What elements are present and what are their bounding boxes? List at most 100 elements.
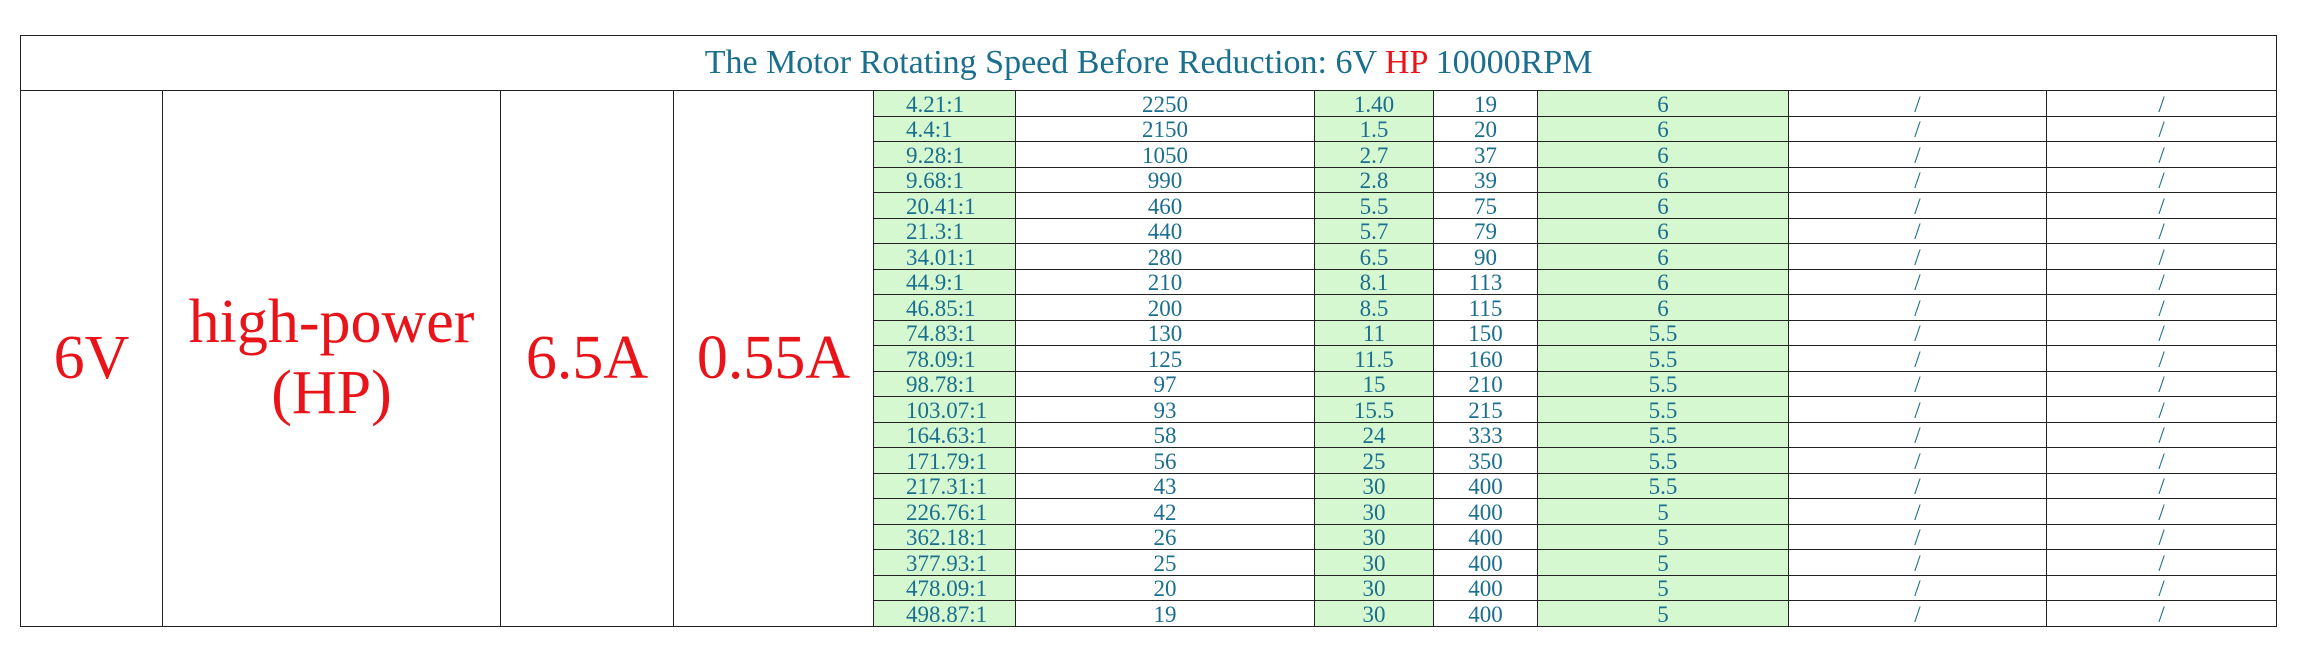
motor-type-line: high-power (188, 287, 475, 356)
table-cell: 21.3:1 (873, 217, 1016, 244)
table-cell: 400 (1433, 574, 1538, 601)
table-cell: / (2045, 115, 2278, 142)
table-cell: 19 (1433, 90, 1538, 117)
table-cell: / (2045, 523, 2278, 550)
table-cell: 8.1 (1314, 268, 1434, 295)
table-cell: / (1788, 574, 2047, 601)
table-cell: / (2045, 549, 2278, 576)
table-cell: / (1788, 600, 2047, 627)
table-cell: / (2045, 370, 2278, 397)
data-row: 164.63:1 58 24 333 5.5// (21, 421, 2278, 448)
title-text: 10000RPM (1427, 44, 1593, 81)
table-cell: 362.18:1 (873, 523, 1016, 550)
table-cell: 20 (1015, 574, 1315, 601)
table-cell: 43 (1015, 472, 1315, 499)
table-cell: 6 (1537, 217, 1789, 244)
table-cell: 58 (1015, 421, 1315, 448)
table-cell: 74.83:1 (873, 319, 1016, 346)
data-row: 98.78:1 97 15 210 5.5// (21, 370, 2278, 397)
table-cell: 5.5 (1537, 370, 1789, 397)
table-cell: 25 (1015, 549, 1315, 576)
table-cell: 103.07:1 (873, 396, 1016, 423)
data-row: 498.87:1 19 30 400 5// (21, 600, 2278, 627)
data-row: 4.4:1 2150 1.5 20 6// (21, 115, 2278, 142)
title: The Motor Rotating Speed Before Reductio… (19, 35, 2278, 91)
table-cell: 200 (1015, 294, 1315, 321)
table-cell: / (1788, 345, 2047, 372)
table-cell: 5.5 (1537, 345, 1789, 372)
table-cell: 98.78:1 (873, 370, 1016, 397)
table-cell: 5 (1537, 600, 1789, 627)
table-cell: 5 (1537, 498, 1789, 525)
table-cell: 19 (1015, 600, 1315, 627)
table-cell: / (2045, 166, 2278, 193)
data-row: 74.83:1 130 11 150 5.5// (21, 319, 2278, 346)
table-cell: / (1788, 115, 2047, 142)
table-cell: / (2045, 600, 2278, 627)
data-row: 478.09:1 20 30 400 5// (21, 574, 2278, 601)
table-cell: / (1788, 243, 2047, 270)
data-row: 20.41:1 460 5.5 75 6// (21, 192, 2278, 219)
table-cell: 30 (1314, 549, 1434, 576)
table-cell: 150 (1433, 319, 1538, 346)
table-cell: 2.8 (1314, 166, 1434, 193)
table-cell: 15 (1314, 370, 1434, 397)
table-cell: 400 (1433, 523, 1538, 550)
table-cell: / (1788, 294, 2047, 321)
table-cell: 6 (1537, 243, 1789, 270)
table-cell: 30 (1314, 600, 1434, 627)
table-cell: 5.7 (1314, 217, 1434, 244)
table-cell: 130 (1015, 319, 1315, 346)
table-cell: 6 (1537, 268, 1789, 295)
table-cell: 46.85:1 (873, 294, 1016, 321)
table-cell: 20.41:1 (873, 192, 1016, 219)
table-cell: 42 (1015, 498, 1315, 525)
table-cell: / (1788, 217, 2047, 244)
table-cell: 78.09:1 (873, 345, 1016, 372)
table-cell: / (1788, 192, 2047, 219)
table-cell: / (2045, 268, 2278, 295)
table-cell: 79 (1433, 217, 1538, 244)
table-cell: 210 (1015, 268, 1315, 295)
table-cell: 215 (1433, 396, 1538, 423)
table-cell: 498.87:1 (873, 600, 1016, 627)
table-cell: 30 (1314, 523, 1434, 550)
table-cell: 30 (1314, 472, 1434, 499)
table-cell: 5 (1537, 574, 1789, 601)
table-cell: 34.01:1 (873, 243, 1016, 270)
table-cell: 6 (1537, 192, 1789, 219)
data-row: 217.31:1 43 30 400 5.5// (21, 472, 2278, 499)
table-cell: 6 (1537, 115, 1789, 142)
table-cell: / (2045, 141, 2278, 168)
data-row: 226.76:1 42 30 400 5// (21, 498, 2278, 525)
table-body: The Motor Rotating Speed Before Reductio… (19, 35, 2278, 627)
table-cell: 478.09:1 (873, 574, 1016, 601)
table-cell: / (1788, 523, 2047, 550)
table-cell: / (1788, 396, 2047, 423)
table-cell: / (2045, 421, 2278, 448)
table-cell: / (1788, 319, 2047, 346)
table-cell: 990 (1015, 166, 1315, 193)
table-cell: / (2045, 345, 2278, 372)
table-cell: 5.5 (1537, 319, 1789, 346)
data-row: 9.28:1 1050 2.7 37 6// (21, 141, 2278, 168)
data-row: 103.07:1 93 15.5 215 5.5// (21, 396, 2278, 423)
table-cell: / (1788, 141, 2047, 168)
table-cell: / (2045, 498, 2278, 525)
table-cell: 226.76:1 (873, 498, 1016, 525)
table-cell: 400 (1433, 498, 1538, 525)
table-cell: / (2045, 243, 2278, 270)
table-cell: 6 (1537, 90, 1789, 117)
table-cell: 460 (1015, 192, 1315, 219)
table-cell: 440 (1015, 217, 1315, 244)
table-cell: 97 (1015, 370, 1315, 397)
table-cell: 2.7 (1314, 141, 1434, 168)
table-cell: / (1788, 498, 2047, 525)
data-row: 78.09:1 125 11.5 160 5.5// (21, 345, 2278, 372)
title-highlight: HP (1384, 44, 1428, 81)
table-cell: / (2045, 90, 2278, 117)
table-cell: 164.63:1 (873, 421, 1016, 448)
table-cell: 113 (1433, 268, 1538, 295)
table-cell: 5.5 (1537, 421, 1789, 448)
table-cell: 2150 (1015, 115, 1315, 142)
